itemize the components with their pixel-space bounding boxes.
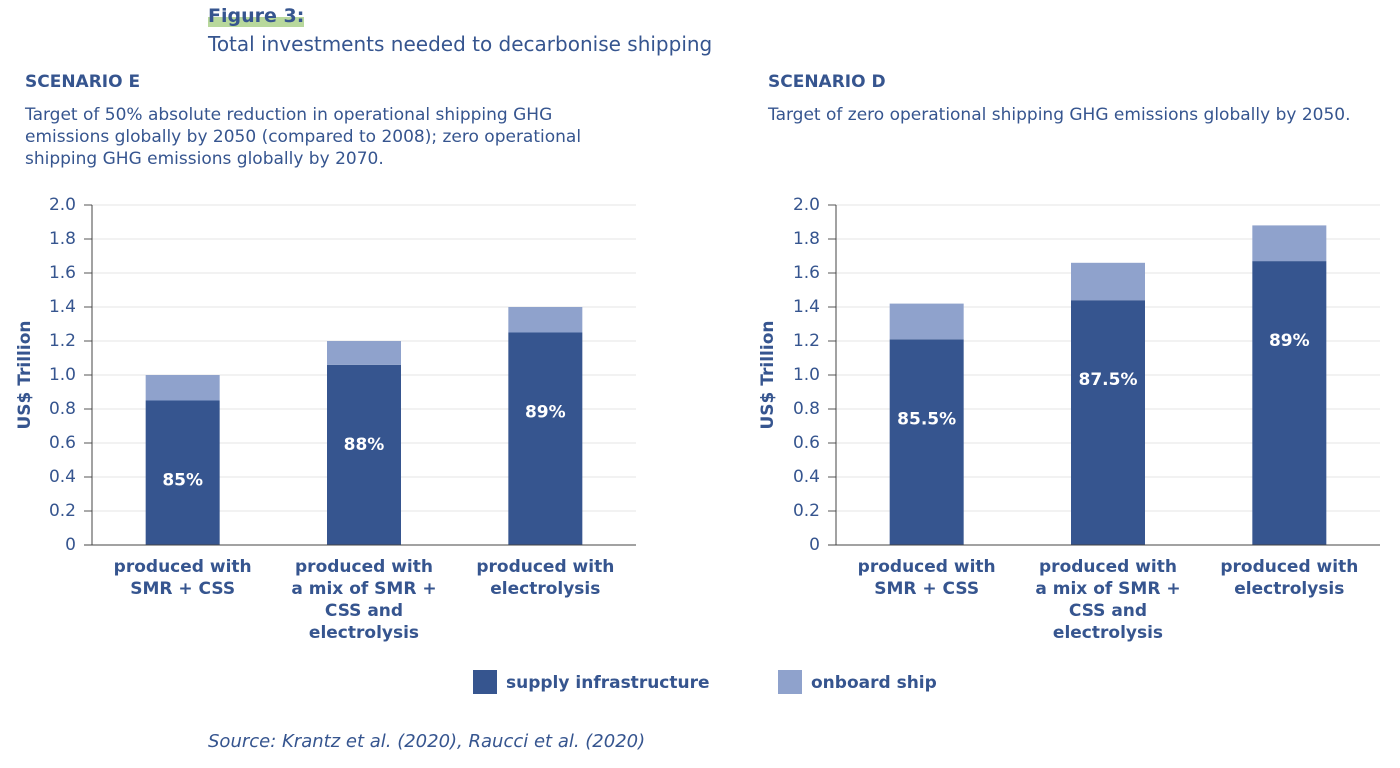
y-tick-label: 1.8 <box>793 229 820 249</box>
x-tick-label: produced with electrolysis <box>476 557 615 599</box>
legend-swatch <box>778 670 802 694</box>
x-tick-label: produced with a mix of SMR + CSS and ele… <box>1035 557 1181 643</box>
x-tick-label: produced with electrolysis <box>1220 557 1359 599</box>
y-tick-label: 1.0 <box>793 365 820 385</box>
legend-swatch <box>473 670 497 694</box>
bar-segment <box>508 307 583 333</box>
scenario-subtitle: Target of 50% absolute reduction in oper… <box>25 105 582 169</box>
bar-segment <box>1071 300 1145 545</box>
y-tick-label: 1.2 <box>793 331 820 351</box>
bar-segment <box>889 303 964 340</box>
bar-label: 88% <box>344 435 385 455</box>
bar-segment <box>1252 261 1327 545</box>
source: Source: Krantz et al. (2020), Raucci et … <box>208 731 646 752</box>
y-tick-label: 0 <box>65 535 76 555</box>
bar-segment <box>889 339 964 545</box>
bar-segment <box>327 364 401 545</box>
y-tick-label: 0.8 <box>49 399 76 419</box>
figure-title: Total investments needed to decarbonise … <box>208 32 713 56</box>
y-axis-label: US$ Trillion <box>15 321 35 430</box>
scenario-title: SCENARIO E <box>25 72 141 92</box>
bar-label: 89% <box>1269 331 1310 351</box>
y-tick-label: 2.0 <box>49 195 76 215</box>
bar-label: 87.5% <box>1079 370 1138 390</box>
y-tick-label: 0.6 <box>49 433 76 453</box>
legend-label: onboard ship <box>811 673 937 693</box>
x-tick-label: produced with SMR + CSS <box>113 557 252 599</box>
y-tick-label: 1.0 <box>49 365 76 385</box>
scenario-title: SCENARIO D <box>768 72 886 92</box>
y-tick-label: 0.2 <box>793 501 820 521</box>
y-tick-label: 1.2 <box>49 331 76 351</box>
bar-segment <box>508 332 583 545</box>
y-axis-label: US$ Trillion <box>758 321 778 430</box>
bar-segment <box>1252 225 1327 262</box>
bar-label: 85.5% <box>897 409 956 429</box>
x-tick-label: produced with a mix of SMR + CSS and ele… <box>291 557 437 643</box>
x-tick-label: produced with SMR + CSS <box>857 557 996 599</box>
y-tick-label: 0.4 <box>793 467 820 487</box>
y-tick-label: 1.6 <box>49 263 76 283</box>
bar-segment <box>145 375 220 401</box>
y-tick-label: 1.4 <box>49 297 76 317</box>
y-tick-label: 1.4 <box>793 297 820 317</box>
scenario-subtitle: Target of zero operational shipping GHG … <box>768 105 1351 125</box>
figure-label: Figure 3: <box>208 5 305 27</box>
y-tick-label: 1.6 <box>793 263 820 283</box>
y-tick-label: 0.6 <box>793 433 820 453</box>
bar-label: 85% <box>162 471 203 491</box>
y-tick-label: 1.8 <box>49 229 76 249</box>
y-tick-label: 2.0 <box>793 195 820 215</box>
bar-label: 89% <box>525 403 566 423</box>
bar-segment <box>1071 262 1145 301</box>
y-tick-label: 0.8 <box>793 399 820 419</box>
bar-segment <box>327 341 401 365</box>
y-tick-label: 0.2 <box>49 501 76 521</box>
y-tick-label: 0 <box>809 535 820 555</box>
legend-label: supply infrastructure <box>506 673 710 693</box>
y-tick-label: 0.4 <box>49 467 76 487</box>
bar-segment <box>145 400 220 545</box>
